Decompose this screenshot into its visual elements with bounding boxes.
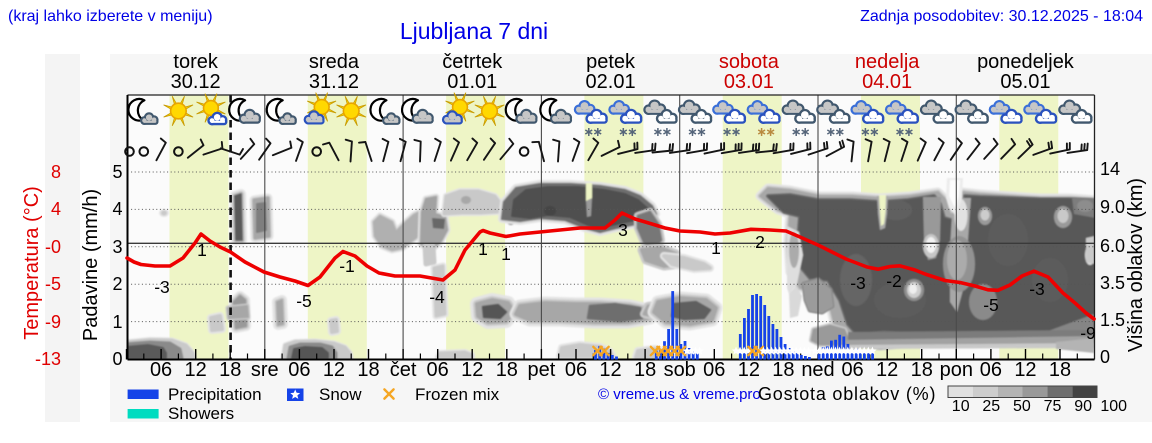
svg-text:2: 2 <box>755 232 765 252</box>
svg-text:3: 3 <box>618 220 628 240</box>
svg-text:1: 1 <box>197 240 207 260</box>
svg-text:-3: -3 <box>154 277 170 297</box>
svg-text:1: 1 <box>501 244 511 264</box>
svg-text:1: 1 <box>478 239 488 259</box>
svg-text:-3: -3 <box>1029 279 1045 299</box>
svg-text:-3: -3 <box>850 273 866 293</box>
svg-text:-4: -4 <box>429 287 445 307</box>
svg-text:-5: -5 <box>983 295 999 315</box>
svg-text:-9: -9 <box>1080 323 1096 343</box>
svg-text:-5: -5 <box>296 291 312 311</box>
svg-text:1: 1 <box>711 238 721 258</box>
svg-text:-1: -1 <box>339 256 355 276</box>
svg-text:-2: -2 <box>886 271 902 291</box>
